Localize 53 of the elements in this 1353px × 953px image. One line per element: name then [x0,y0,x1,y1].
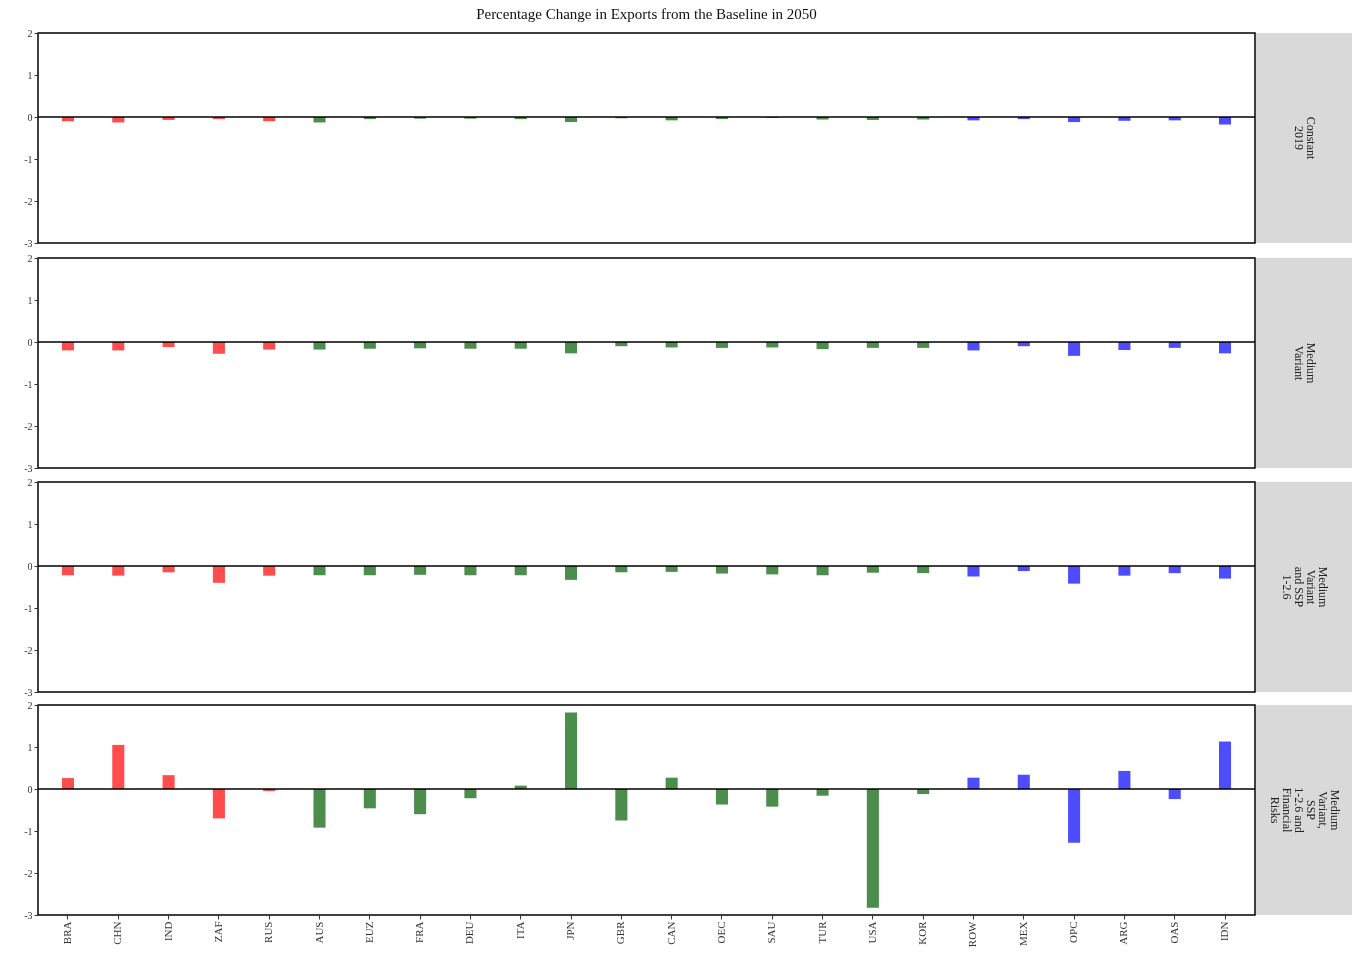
x-tick-label: ZAF [211,921,224,943]
x-tick-label: CHN [111,921,124,945]
y-tick-label: -3 [24,686,33,698]
x-tick-label: ROW [966,920,979,948]
text: Medium Variant [1292,342,1318,384]
y-tick-label: -2 [24,644,33,656]
x-tick-label: OAS [1167,921,1180,944]
y-tick-label: 1 [27,518,33,530]
x-tick-label: MEX [1016,921,1029,946]
x-tick-label: BRA [60,921,73,945]
y-tick-label: 2 [27,27,33,39]
y-tick-label: 0 [27,111,33,123]
x-tick-label: IND [161,921,174,942]
y-tick-label: 0 [27,336,33,348]
x-tick-label: FRA [413,921,426,943]
chart-title: Percentage Change in Exports from the Baseline in 2050 [476,6,817,22]
x-tick-label: KOR [916,920,929,945]
x-tick-label: CAN [664,921,677,945]
y-tick-label: 1 [27,741,33,753]
y-tick-label: 2 [27,476,33,488]
text: Constant 2019 [1292,116,1318,160]
y-tick-label: -3 [24,909,33,921]
x-tick-label: RUS [262,921,275,943]
x-tick-label: SAU [765,921,778,944]
y-tick-label: -2 [24,867,33,879]
y-tick-label: 1 [27,294,33,306]
text: Medium Variant and SSP 1-2.6 [1280,566,1330,608]
x-tick-label: OEC [714,921,727,944]
y-tick-label: -1 [24,378,33,390]
text: Medium Variant, SSP 1-2.6 and Financial Risks [1268,787,1342,833]
y-tick-label: 0 [27,560,33,572]
y-tick-label: -2 [24,420,33,432]
y-tick-label: 2 [27,699,33,711]
y-tick-label: -2 [24,195,33,207]
x-tick-label: GBR [614,920,627,945]
y-tick-label: -1 [24,602,33,614]
x-tick-label: USA [865,921,878,944]
x-tick-label: IDN [1218,921,1231,942]
y-tick-label: 0 [27,783,33,795]
x-tick-label: EUZ [362,921,375,943]
x-tick-label: AUS [312,921,325,944]
y-tick-label: -1 [24,825,33,837]
x-tick-label: DEU [463,921,476,945]
x-tick-label: JPN [564,921,577,940]
x-tick-label: OPC [1067,921,1080,943]
x-tick-label: ARG [1117,921,1130,945]
y-tick-label: -1 [24,153,33,165]
x-tick-label: TUR [815,920,828,944]
y-tick-label: -3 [24,462,33,474]
y-tick-label: 1 [27,69,33,81]
x-tick-label: ITA [513,921,526,939]
y-tick-label: 2 [27,252,33,264]
y-tick-label: -3 [24,237,33,249]
